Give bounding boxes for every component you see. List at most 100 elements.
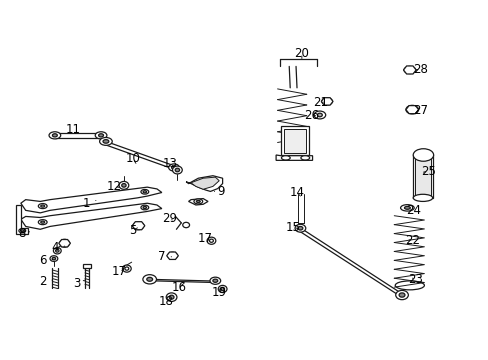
Ellipse shape [38, 220, 47, 225]
Ellipse shape [141, 205, 148, 210]
Polygon shape [16, 205, 28, 234]
Ellipse shape [407, 68, 412, 72]
Ellipse shape [405, 105, 418, 114]
Text: 6: 6 [39, 254, 52, 267]
Ellipse shape [297, 226, 302, 230]
Ellipse shape [294, 224, 305, 232]
Ellipse shape [400, 204, 413, 211]
Ellipse shape [141, 189, 148, 194]
Bar [412, 155, 432, 198]
Ellipse shape [313, 111, 325, 119]
Ellipse shape [119, 181, 128, 189]
Ellipse shape [398, 293, 404, 297]
Text: 10: 10 [125, 152, 140, 165]
Text: 2: 2 [39, 275, 52, 288]
Ellipse shape [175, 168, 179, 172]
Ellipse shape [19, 229, 26, 233]
Ellipse shape [53, 248, 61, 254]
Ellipse shape [317, 113, 322, 117]
Text: 16: 16 [171, 281, 186, 294]
Bar [83, 264, 91, 268]
Ellipse shape [169, 295, 174, 299]
Ellipse shape [403, 66, 415, 73]
Text: 3: 3 [73, 277, 85, 290]
Ellipse shape [95, 132, 107, 139]
Ellipse shape [167, 252, 177, 259]
Ellipse shape [172, 166, 182, 174]
Polygon shape [21, 187, 162, 213]
Text: 12: 12 [106, 180, 122, 193]
Ellipse shape [412, 149, 433, 161]
Ellipse shape [281, 156, 289, 160]
Ellipse shape [212, 279, 217, 282]
Bar [414, 156, 430, 197]
Ellipse shape [50, 256, 58, 261]
Ellipse shape [146, 277, 152, 281]
Text: 24: 24 [406, 204, 420, 217]
Text: 29: 29 [162, 212, 176, 225]
Ellipse shape [136, 224, 141, 228]
Ellipse shape [62, 242, 67, 245]
Text: 14: 14 [289, 186, 304, 199]
Text: 1: 1 [82, 197, 96, 210]
Ellipse shape [166, 293, 177, 301]
Ellipse shape [220, 287, 224, 291]
Ellipse shape [218, 285, 226, 293]
Ellipse shape [41, 205, 44, 207]
Text: 25: 25 [420, 165, 435, 177]
Ellipse shape [41, 221, 44, 223]
Text: 7: 7 [158, 250, 171, 263]
Text: 11: 11 [66, 123, 81, 136]
Ellipse shape [183, 222, 189, 228]
Ellipse shape [321, 98, 332, 105]
Text: 21: 21 [312, 96, 327, 109]
Ellipse shape [52, 257, 56, 260]
Text: 9: 9 [214, 185, 224, 198]
Ellipse shape [60, 239, 69, 247]
Ellipse shape [142, 275, 156, 284]
Ellipse shape [21, 230, 24, 231]
Ellipse shape [143, 191, 146, 193]
Polygon shape [188, 199, 207, 205]
Text: 8: 8 [19, 227, 30, 240]
Text: 23: 23 [407, 273, 422, 286]
Polygon shape [21, 203, 162, 229]
Bar [55, 133, 101, 138]
Text: 13: 13 [163, 157, 177, 170]
Ellipse shape [56, 249, 59, 252]
Polygon shape [276, 155, 312, 160]
Ellipse shape [100, 138, 112, 145]
Ellipse shape [196, 201, 200, 203]
Text: 26: 26 [304, 109, 319, 122]
Text: 27: 27 [412, 104, 427, 117]
Ellipse shape [52, 134, 57, 137]
Text: 19: 19 [211, 286, 226, 299]
Bar [281, 126, 308, 155]
Text: 4: 4 [51, 241, 64, 255]
Ellipse shape [209, 277, 220, 284]
Ellipse shape [122, 184, 126, 187]
Polygon shape [186, 176, 222, 192]
Text: 15: 15 [285, 221, 300, 234]
Text: 17: 17 [111, 265, 126, 278]
Ellipse shape [194, 199, 202, 204]
Polygon shape [191, 177, 219, 189]
Ellipse shape [103, 140, 109, 143]
Ellipse shape [171, 166, 176, 169]
Ellipse shape [168, 164, 179, 171]
Ellipse shape [143, 206, 146, 208]
Ellipse shape [133, 222, 143, 230]
Ellipse shape [38, 203, 47, 208]
Ellipse shape [412, 194, 432, 202]
Text: 18: 18 [158, 295, 173, 308]
Ellipse shape [404, 206, 409, 209]
Ellipse shape [395, 291, 407, 300]
Text: 20: 20 [294, 47, 309, 60]
Bar [284, 129, 305, 153]
Ellipse shape [99, 134, 103, 137]
Text: 17: 17 [198, 233, 213, 246]
Ellipse shape [49, 132, 61, 139]
Ellipse shape [300, 156, 309, 160]
Text: 5: 5 [129, 224, 137, 237]
Text: 28: 28 [412, 63, 427, 76]
